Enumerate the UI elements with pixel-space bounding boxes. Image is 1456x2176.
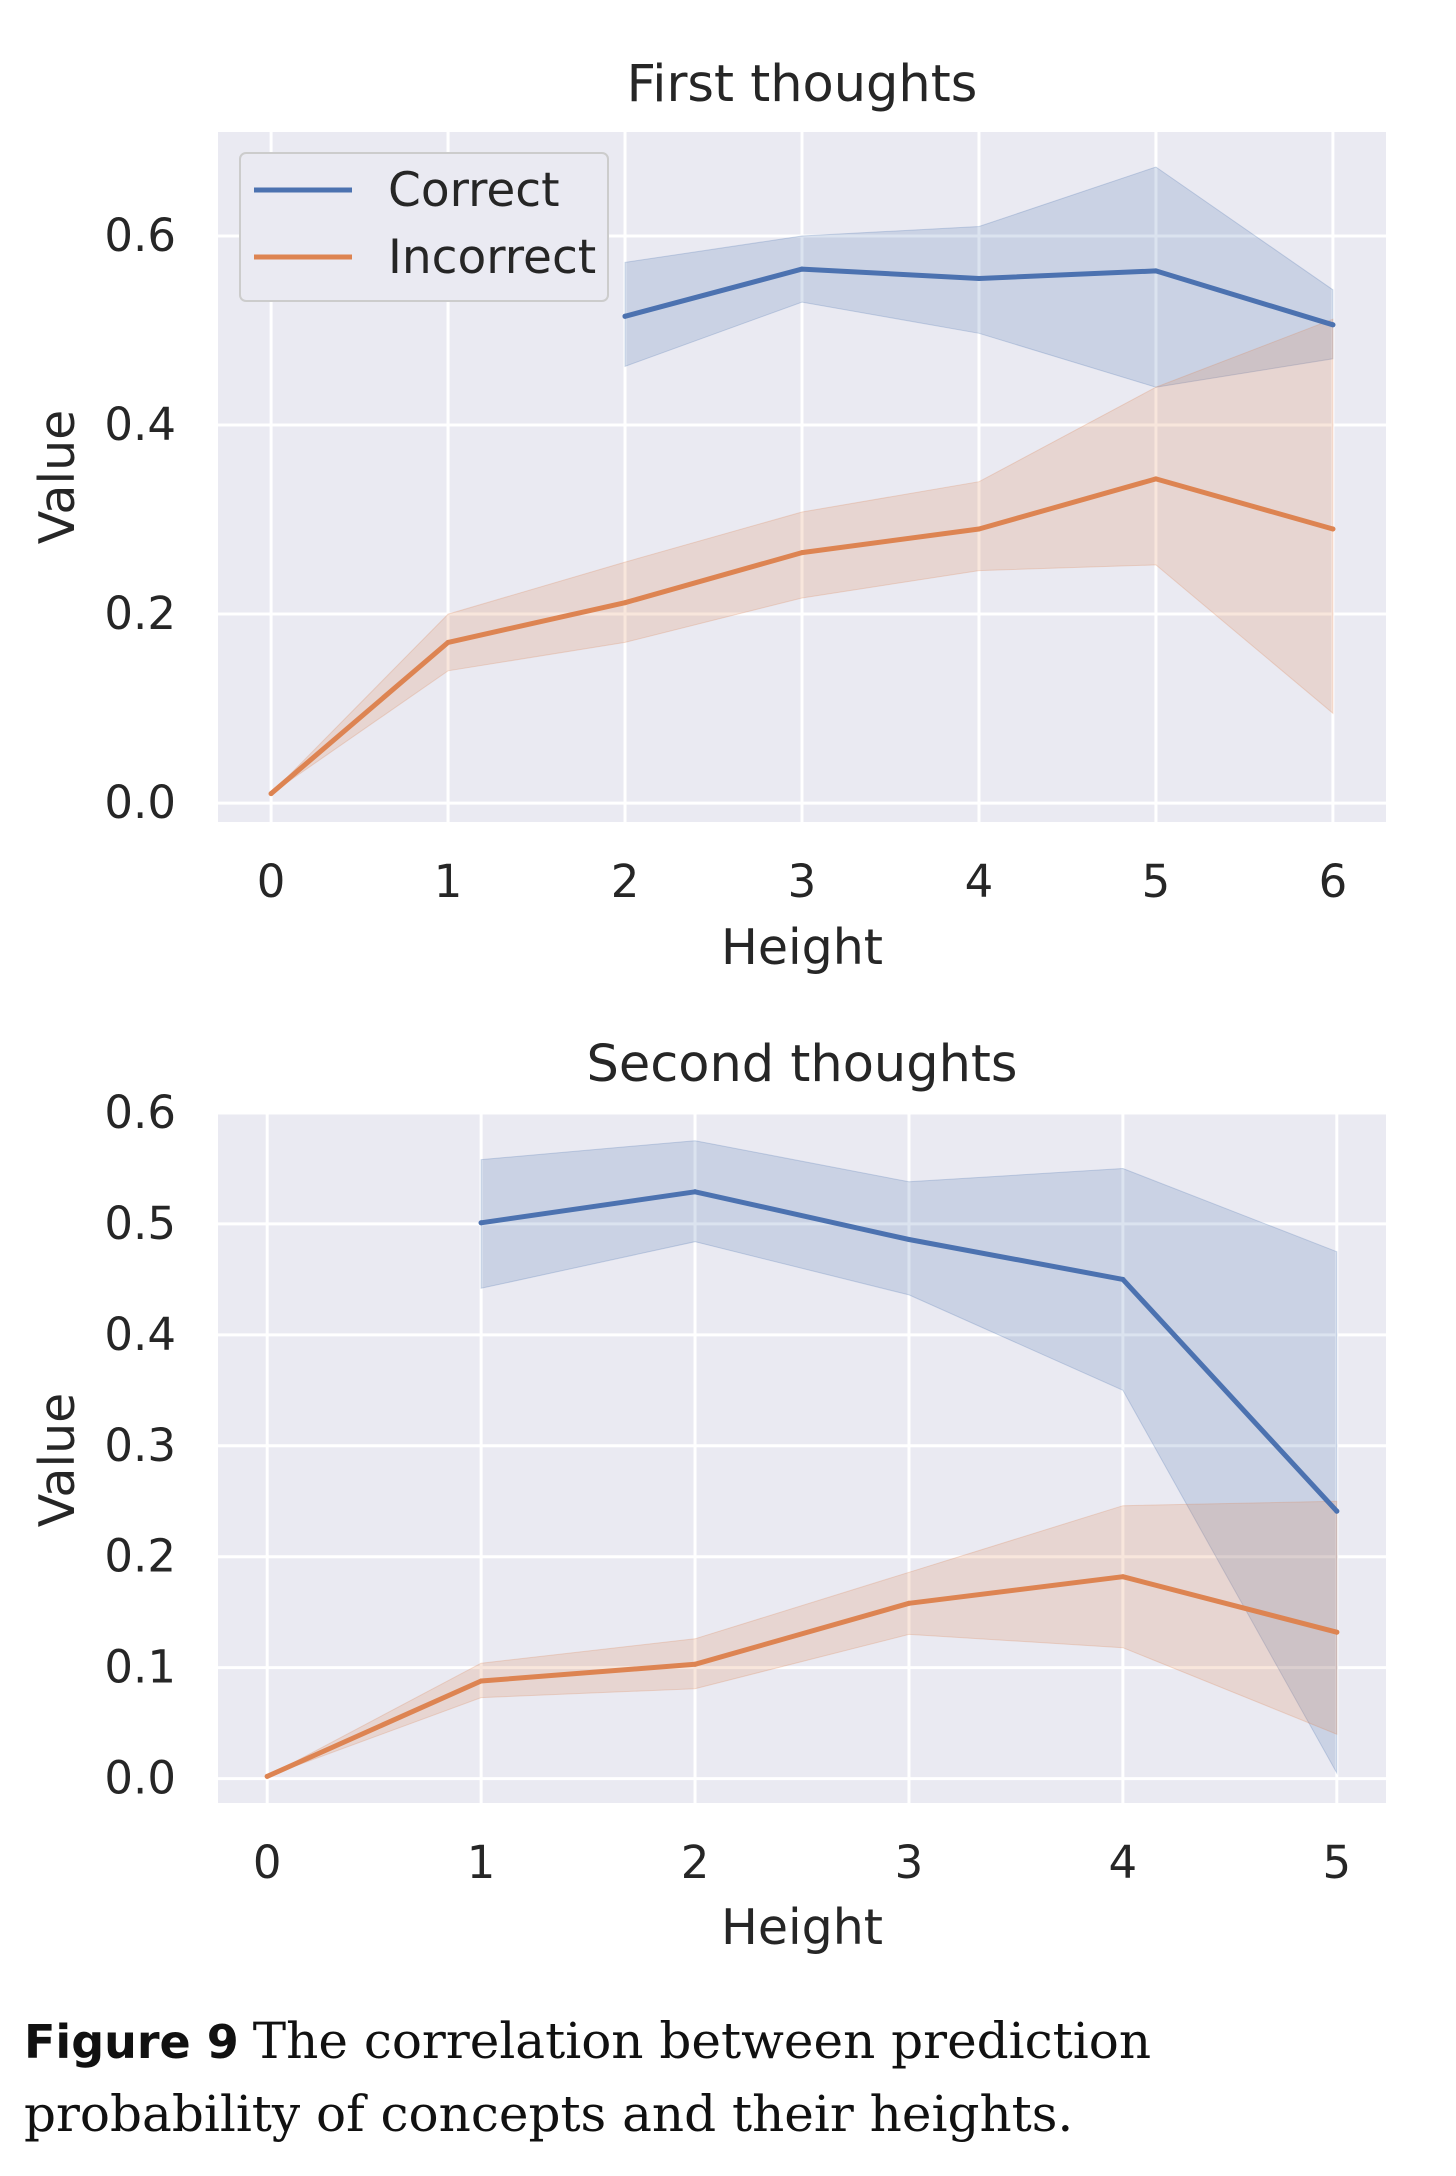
first-thoughts-x-tick-label: 5 — [1142, 855, 1171, 908]
first-thoughts-incorrect-point — [445, 639, 451, 645]
second-thoughts-correct-point — [1120, 1276, 1126, 1282]
legend: Correct Incorrect — [239, 152, 609, 302]
second-thoughts-incorrect-line — [264, 1574, 1340, 1779]
second-thoughts-incorrect-point — [1120, 1574, 1126, 1580]
first-thoughts-correct-point — [1330, 322, 1336, 328]
second-thoughts-x-tick-label: 1 — [467, 1836, 496, 1889]
legend-incorrect-label: Incorrect — [388, 230, 596, 285]
first-thoughts-gridlines — [218, 132, 1386, 822]
second-thoughts-incorrect-confidence-band — [266, 1500, 1338, 1777]
first-thoughts-y-axis-label: Value — [29, 410, 86, 545]
first-thoughts-incorrect-point — [976, 526, 982, 532]
first-thoughts-x-tick-label: 1 — [434, 855, 463, 908]
second-thoughts-x-tick-label: 3 — [895, 1836, 924, 1889]
first-thoughts-x-tick-label: 3 — [788, 855, 817, 908]
second-thoughts-x-tick-label: 4 — [1109, 1836, 1138, 1889]
first-thoughts-incorrect-point — [799, 550, 805, 556]
first-thoughts-title: First thoughts — [627, 55, 978, 114]
second-thoughts-y-tick-label: 0.5 — [104, 1197, 176, 1250]
first-thoughts-x-tick-label: 6 — [1319, 855, 1348, 908]
second-thoughts-series-lines — [264, 1189, 1340, 1779]
second-thoughts-confidence-bands — [266, 1140, 1338, 1777]
first-thoughts-correct-point — [1153, 268, 1159, 274]
figure-caption: Figure 9 The correlation between predicti… — [24, 2005, 1434, 2150]
first-thoughts-correct-point — [976, 276, 982, 281]
second-thoughts-incorrect-point — [1334, 1629, 1340, 1635]
second-thoughts-incorrect-point — [906, 1600, 912, 1606]
second-thoughts-correct-point — [906, 1237, 912, 1242]
figure-caption-label: Figure 9 — [24, 2015, 239, 2069]
second-thoughts-correct-point — [478, 1220, 484, 1226]
second-thoughts-y-ticks: 0.0 0.1 0.2 0.3 0.4 0.5 0.6 — [104, 1086, 176, 1805]
second-thoughts-incorrect-point — [692, 1661, 698, 1667]
second-thoughts-y-tick-label: 0.3 — [104, 1419, 176, 1472]
first-thoughts-y-tick-label: 0.4 — [104, 398, 176, 451]
first-thoughts-x-tick-label: 4 — [965, 855, 994, 908]
first-thoughts-y-tick-label: 0.6 — [104, 209, 176, 262]
second-thoughts-y-tick-label: 0.2 — [104, 1530, 176, 1583]
second-thoughts-y-tick-label: 0.1 — [104, 1641, 176, 1694]
first-thoughts-panel: 0 1 2 3 4 5 6 0.0 0.2 0.4 0.6 First thoughts Heig… — [29, 55, 1386, 976]
second-thoughts-y-axis-label: Value — [29, 1393, 86, 1528]
first-thoughts-correct-point — [799, 266, 805, 272]
second-thoughts-gridlines — [218, 1111, 1386, 1803]
first-thoughts-series-lines — [268, 266, 1336, 797]
first-thoughts-correct-point — [622, 313, 628, 319]
second-thoughts-x-tick-label: 0 — [253, 1836, 282, 1889]
first-thoughts-incorrect-point — [1153, 476, 1159, 482]
first-thoughts-incorrect-point — [268, 791, 274, 797]
first-thoughts-x-ticks: 0 1 2 3 4 5 6 — [257, 855, 1347, 908]
second-thoughts-plot-area — [218, 1113, 1386, 1803]
second-thoughts-y-tick-label: 0.0 — [104, 1752, 176, 1805]
second-thoughts-x-ticks: 0 1 2 3 4 5 — [253, 1836, 1351, 1889]
second-thoughts-correct-point — [692, 1189, 698, 1195]
first-thoughts-incorrect-point — [622, 600, 628, 606]
second-thoughts-incorrect-point — [264, 1773, 270, 1779]
second-thoughts-y-tick-label: 0.4 — [104, 1308, 176, 1361]
second-thoughts-x-axis-label: Height — [721, 1899, 883, 1956]
second-thoughts-incorrect-point — [478, 1678, 484, 1684]
first-thoughts-x-tick-label: 2 — [611, 855, 640, 908]
first-thoughts-x-axis-label: Height — [721, 919, 883, 976]
first-thoughts-y-tick-label: 0.2 — [104, 587, 176, 640]
second-thoughts-correct-confidence-band — [480, 1140, 1338, 1775]
second-thoughts-panel: 0 1 2 3 4 5 0.0 0.1 0.2 0.3 0.4 0.5 0.6 Second thou… — [29, 1035, 1386, 1956]
first-thoughts-y-ticks: 0.0 0.2 0.4 0.6 — [104, 209, 176, 829]
first-thoughts-x-tick-label: 0 — [257, 855, 286, 908]
second-thoughts-x-tick-label: 5 — [1322, 1836, 1351, 1889]
first-thoughts-y-tick-label: 0.0 — [104, 776, 176, 829]
second-thoughts-correct-point — [1334, 1508, 1340, 1514]
second-thoughts-title: Second thoughts — [586, 1035, 1017, 1094]
second-thoughts-y-tick-label: 0.6 — [104, 1086, 176, 1139]
second-thoughts-x-tick-label: 2 — [681, 1836, 710, 1889]
first-thoughts-incorrect-confidence-band — [270, 318, 1334, 795]
legend-correct-label: Correct — [388, 163, 560, 218]
first-thoughts-incorrect-point — [1330, 526, 1336, 532]
figure: 0 1 2 3 4 5 6 0.0 0.2 0.4 0.6 First thoughts Heig… — [29, 55, 1386, 1956]
figure-caption-text: The correlation between prediction proba… — [24, 2012, 1152, 2143]
